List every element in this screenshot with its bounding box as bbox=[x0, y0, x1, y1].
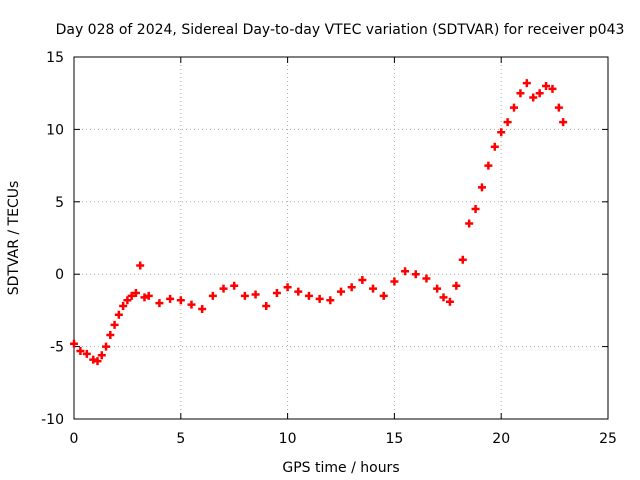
data-point bbox=[390, 277, 399, 286]
data-point bbox=[401, 267, 410, 276]
data-point bbox=[315, 294, 324, 303]
data-point bbox=[535, 89, 544, 98]
data-point bbox=[198, 304, 207, 313]
data-point bbox=[131, 289, 140, 298]
data-point bbox=[230, 281, 239, 290]
x-axis-label: GPS time / hours bbox=[282, 460, 399, 476]
data-point bbox=[358, 275, 367, 284]
data-point bbox=[559, 118, 568, 127]
data-point bbox=[522, 79, 531, 88]
data-point bbox=[304, 291, 313, 300]
data-point bbox=[127, 291, 136, 300]
data-point bbox=[477, 183, 486, 192]
data-point bbox=[82, 349, 91, 358]
x-tick-label: 20 bbox=[492, 431, 510, 447]
data-point bbox=[484, 161, 493, 170]
data-point bbox=[97, 351, 106, 360]
data-points bbox=[70, 79, 568, 366]
data-point bbox=[251, 290, 260, 299]
data-point bbox=[294, 287, 303, 296]
data-point bbox=[76, 346, 85, 355]
data-point bbox=[433, 284, 442, 293]
data-point bbox=[136, 261, 145, 270]
y-tick-label: 0 bbox=[55, 267, 64, 283]
y-tick-label: 15 bbox=[46, 50, 64, 66]
data-point bbox=[554, 103, 563, 112]
data-point bbox=[93, 357, 102, 366]
data-point bbox=[140, 293, 149, 302]
x-tick-label: 0 bbox=[70, 431, 79, 447]
data-point bbox=[114, 310, 123, 319]
data-point bbox=[176, 296, 185, 305]
data-point bbox=[471, 205, 480, 214]
data-point bbox=[503, 118, 512, 127]
data-point bbox=[422, 274, 431, 283]
data-point bbox=[283, 283, 292, 292]
data-point bbox=[542, 81, 551, 90]
data-point bbox=[89, 355, 98, 364]
data-point bbox=[123, 296, 132, 305]
data-point bbox=[497, 128, 506, 137]
data-point bbox=[219, 284, 228, 293]
data-point bbox=[155, 299, 164, 308]
x-tick-label: 15 bbox=[385, 431, 403, 447]
data-point bbox=[326, 296, 335, 305]
data-point bbox=[490, 142, 499, 151]
x-tick-label: 5 bbox=[176, 431, 185, 447]
grid-lines bbox=[74, 57, 608, 419]
data-point bbox=[510, 103, 519, 112]
data-point bbox=[166, 294, 175, 303]
data-point bbox=[337, 287, 345, 296]
data-point bbox=[208, 291, 217, 300]
data-point bbox=[102, 342, 111, 351]
data-point bbox=[369, 284, 378, 293]
data-point bbox=[445, 297, 454, 306]
data-point bbox=[110, 320, 119, 329]
data-point bbox=[516, 89, 525, 98]
data-point bbox=[548, 84, 557, 93]
data-point bbox=[458, 255, 467, 264]
data-point bbox=[452, 281, 461, 290]
axis-ticks: 0 5 10 15 20 25 -10 -5 0 5 10 15 bbox=[41, 50, 617, 447]
data-point bbox=[411, 270, 420, 279]
y-tick-label: -10 bbox=[41, 412, 64, 428]
data-point bbox=[379, 291, 388, 300]
y-tick-label: 5 bbox=[55, 195, 64, 211]
data-point bbox=[262, 302, 271, 311]
data-point bbox=[347, 283, 356, 292]
x-tick-label: 10 bbox=[279, 431, 297, 447]
data-point bbox=[272, 289, 281, 298]
chart-title: Day 028 of 2024, Sidereal Day-to-day VTE… bbox=[56, 22, 625, 38]
data-point bbox=[240, 291, 249, 300]
y-axis-label: SDTVAR / TECUs bbox=[6, 181, 22, 296]
data-point bbox=[119, 302, 128, 311]
plot-frame bbox=[73, 56, 609, 420]
data-point bbox=[439, 293, 448, 302]
data-point bbox=[529, 93, 538, 102]
data-point bbox=[106, 331, 115, 340]
data-point bbox=[187, 300, 196, 309]
data-point bbox=[465, 219, 474, 228]
data-point bbox=[70, 339, 78, 348]
data-point bbox=[144, 291, 153, 300]
y-tick-label: 10 bbox=[46, 122, 64, 138]
x-tick-label: 25 bbox=[599, 431, 617, 447]
y-tick-label: -5 bbox=[50, 340, 64, 356]
